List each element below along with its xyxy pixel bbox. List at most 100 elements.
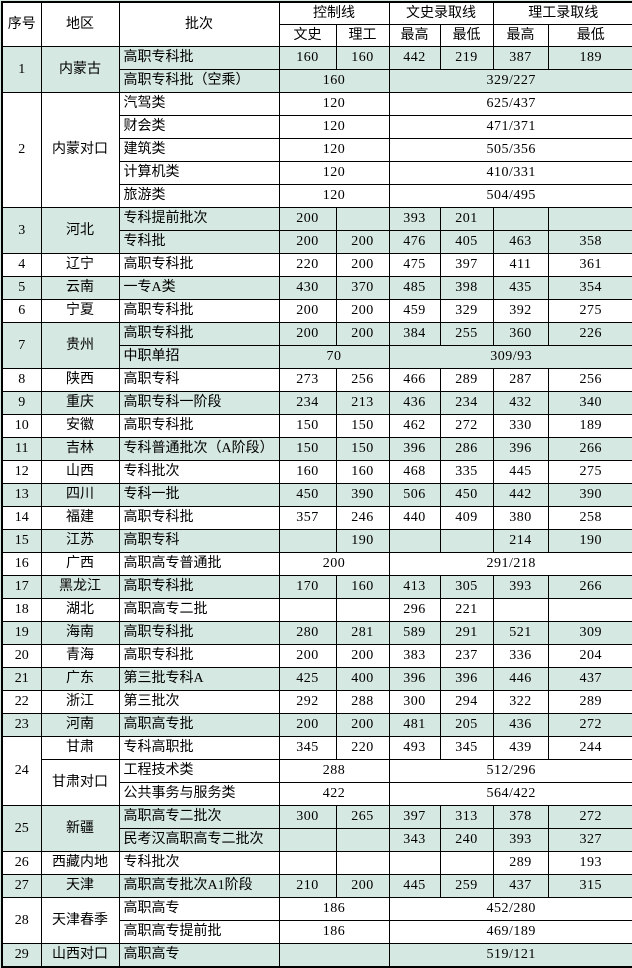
score-cell: 400 — [335, 667, 390, 691]
score-cell: 256 — [335, 368, 390, 392]
score-cell: 275 — [547, 299, 632, 323]
score-cell: 259 — [439, 874, 494, 898]
score-cell — [492, 598, 549, 622]
table-row: 5 云南 一专A类 430 370 485 398 435 354 — [1, 276, 632, 300]
table-row: 15 江苏 高职专科 190 214 190 — [1, 529, 632, 553]
batch-cell: 高职专科批 — [118, 253, 280, 277]
score-cell: 329 — [439, 299, 494, 323]
serial-cell: 4 — [1, 253, 42, 277]
score-cell: 186 — [278, 897, 390, 921]
batch-cell: 专科批 — [118, 230, 280, 254]
region-cell: 天津 — [40, 874, 120, 898]
score-cell: 442 — [388, 46, 441, 70]
score-cell: 360 — [492, 322, 549, 346]
batch-cell: 高职专科批 — [118, 46, 280, 70]
score-cell: 189 — [547, 46, 632, 70]
batch-cell: 专科普通批次（A阶段） — [118, 437, 280, 461]
score-cell — [335, 828, 390, 852]
score-cell: 200 — [335, 644, 390, 668]
score-cell: 272 — [547, 805, 632, 829]
region-cell: 江苏 — [40, 529, 120, 553]
serial-cell: 27 — [1, 874, 42, 898]
score-cell — [388, 851, 441, 875]
serial-cell: 18 — [1, 598, 42, 622]
score-cell: 266 — [547, 575, 632, 599]
table-row: 6 宁夏 高职专科批 200 200 459 329 392 275 — [1, 299, 632, 323]
region-cell: 陕西 — [40, 368, 120, 392]
score-cell: 120 — [278, 184, 390, 208]
score-cell: 120 — [278, 92, 390, 116]
batch-cell: 专科批次 — [118, 851, 280, 875]
serial-cell: 5 — [1, 276, 42, 300]
score-cell: 393 — [492, 828, 549, 852]
score-cell: 305 — [439, 575, 494, 599]
table-row: 中职单招 70 309/93 — [2, 345, 632, 369]
batch-cell: 旅游类 — [118, 184, 280, 208]
serial-cell: 14 — [1, 506, 42, 530]
score-cell: 160 — [278, 46, 337, 70]
table-row: 民考汉高职高专二批次 343 240 393 327 — [2, 828, 632, 852]
region-cell: 天津春季 — [40, 897, 120, 944]
table-row: 22 浙江 第三批次 292 288 300 294 322 289 — [1, 690, 632, 714]
score-cell: 506 — [388, 483, 441, 507]
table-row: 25 新疆 高职高专二批次 300 265 397 313 378 272 — [1, 805, 632, 852]
region-cell: 宁夏 — [40, 299, 120, 323]
batch-cell: 高职专科批 — [118, 299, 280, 323]
score-cell: 200 — [278, 299, 337, 323]
table-row: 建筑类 120 505/356 — [2, 138, 632, 162]
score-cell: 213 — [335, 391, 390, 415]
table-row: 11 吉林 专科普通批次（A阶段） 150 150 396 286 396 266 — [1, 437, 632, 461]
score-cell: 519/121 — [388, 943, 632, 968]
score-cell: 160 — [278, 460, 337, 484]
score-cell: 335 — [439, 460, 494, 484]
score-cell: 475 — [388, 253, 441, 277]
batch-cell: 高职专科批（空乘） — [118, 69, 280, 93]
score-cell: 378 — [492, 805, 549, 829]
score-cell: 286 — [439, 437, 494, 461]
region-cell: 西藏内地 — [40, 851, 120, 875]
batch-cell: 高职专科批 — [118, 644, 280, 668]
score-cell: 200 — [278, 207, 337, 231]
score-cell: 200 — [335, 874, 390, 898]
header-group-cell: 文史录取线 — [388, 1, 494, 25]
score-cell: 200 — [278, 713, 337, 737]
region-cell: 福建 — [40, 506, 120, 530]
batch-cell: 高职专科批 — [118, 506, 280, 530]
region-cell: 贵州 — [40, 322, 120, 369]
score-cell: 234 — [278, 391, 337, 415]
batch-cell: 高职高专批 — [118, 713, 280, 737]
table-row: 23 河南 高职高专批 200 200 481 205 436 272 — [1, 713, 632, 737]
score-cell: 392 — [492, 299, 549, 323]
score-cell: 288 — [335, 690, 390, 714]
region-cell: 河南 — [40, 713, 120, 737]
score-cell: 445 — [388, 874, 441, 898]
score-cell: 396 — [388, 667, 441, 691]
batch-cell: 高职高专二批 — [118, 598, 280, 622]
score-cell: 462 — [388, 414, 441, 438]
score-cell: 193 — [547, 851, 632, 875]
serial-cell: 8 — [1, 368, 42, 392]
serial-cell: 21 — [1, 667, 42, 691]
score-cell — [439, 529, 494, 553]
region-cell: 山西 — [40, 460, 120, 484]
score-cell: 410/331 — [388, 161, 632, 185]
score-cell: 190 — [547, 529, 632, 553]
score-cell: 625/437 — [388, 92, 632, 116]
serial-cell: 9 — [1, 391, 42, 415]
serial-cell: 17 — [1, 575, 42, 599]
score-cell: 327 — [547, 828, 632, 852]
region-cell: 地区 — [40, 1, 120, 47]
batch-cell: 高职专科一阶段 — [118, 391, 280, 415]
serial-cell: 12 — [1, 460, 42, 484]
score-cell: 396 — [439, 667, 494, 691]
table-row: 21 广东 第三批专科A 425 400 396 396 446 437 — [1, 667, 632, 691]
score-cell: 345 — [278, 736, 337, 760]
score-cell: 452/280 — [388, 897, 632, 921]
table-row: 专科批 200 200 476 405 463 358 — [2, 230, 632, 254]
score-cell: 493 — [388, 736, 441, 760]
score-cell: 396 — [492, 437, 549, 461]
batch-cell: 第三批次 — [118, 690, 280, 714]
score-cell: 266 — [547, 437, 632, 461]
serial-cell: 1 — [1, 46, 42, 93]
